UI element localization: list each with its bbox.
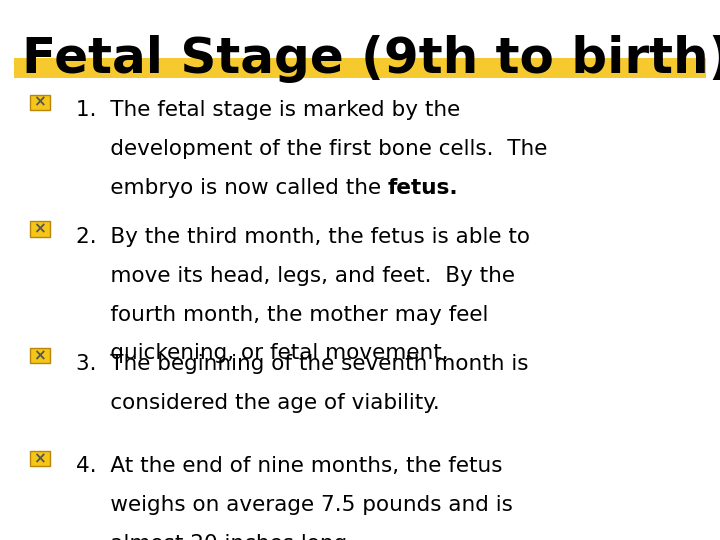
Text: ×: × xyxy=(33,221,46,237)
Text: 1.  The fetal stage is marked by the: 1. The fetal stage is marked by the xyxy=(76,100,460,120)
FancyBboxPatch shape xyxy=(14,58,706,78)
Text: weighs on average 7.5 pounds and is: weighs on average 7.5 pounds and is xyxy=(76,495,513,515)
Text: ×: × xyxy=(33,451,46,466)
Text: ×: × xyxy=(33,94,46,110)
FancyBboxPatch shape xyxy=(30,94,50,110)
Text: development of the first bone cells.  The: development of the first bone cells. The xyxy=(76,139,547,159)
Text: quickening, or fetal movement.: quickening, or fetal movement. xyxy=(76,343,449,363)
Text: 4.  At the end of nine months, the fetus: 4. At the end of nine months, the fetus xyxy=(76,456,502,476)
Text: almost 20 inches long.: almost 20 inches long. xyxy=(76,534,354,540)
Text: Fetal Stage (9th to birth): Fetal Stage (9th to birth) xyxy=(22,35,720,83)
FancyBboxPatch shape xyxy=(30,221,50,237)
Text: fourth month, the mother may feel: fourth month, the mother may feel xyxy=(76,305,488,325)
FancyBboxPatch shape xyxy=(30,348,50,363)
Text: ×: × xyxy=(33,348,46,363)
Text: fetus.: fetus. xyxy=(387,178,458,198)
Text: embryo is now called the: embryo is now called the xyxy=(76,178,387,198)
FancyBboxPatch shape xyxy=(30,451,50,466)
Text: considered the age of viability.: considered the age of viability. xyxy=(76,393,439,413)
Text: 3.  The beginning of the seventh month is: 3. The beginning of the seventh month is xyxy=(76,354,528,374)
Text: 2.  By the third month, the fetus is able to: 2. By the third month, the fetus is able… xyxy=(76,227,530,247)
Text: move its head, legs, and feet.  By the: move its head, legs, and feet. By the xyxy=(76,266,515,286)
